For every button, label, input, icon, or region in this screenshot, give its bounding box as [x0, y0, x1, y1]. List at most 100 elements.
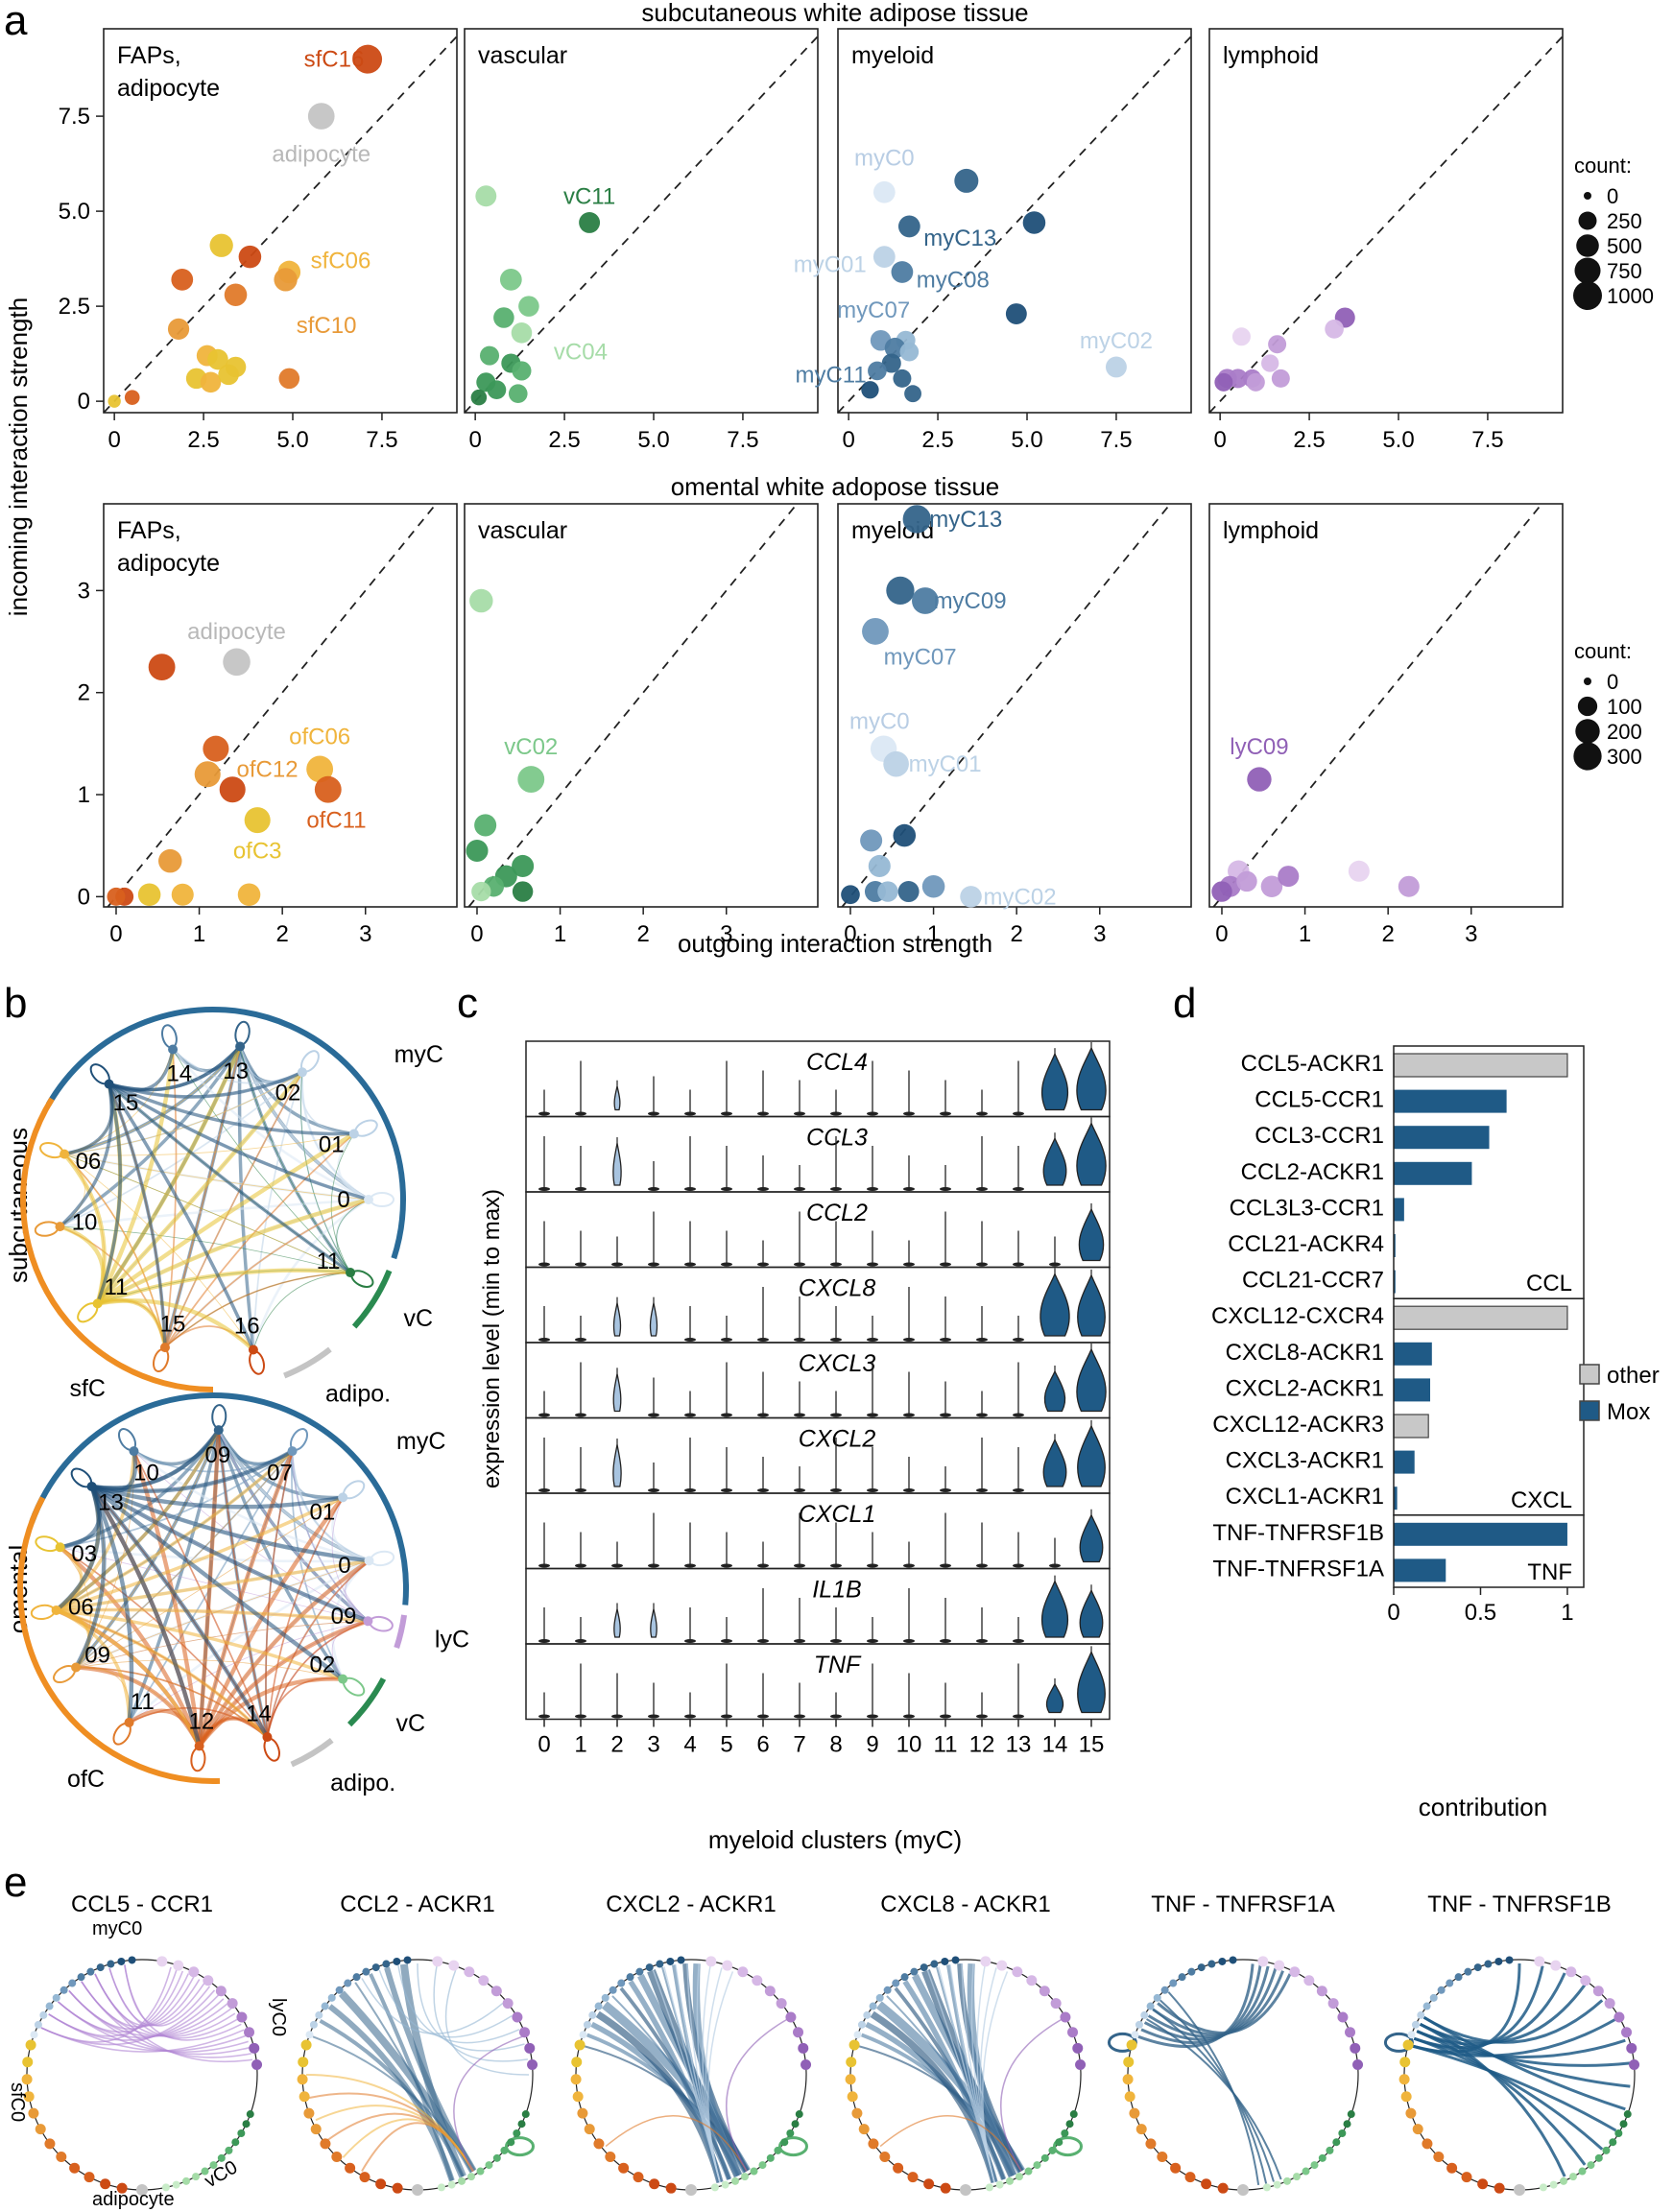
- chord-link: [91, 1449, 294, 1493]
- contribution-bar: [1394, 1378, 1430, 1402]
- ring-node: [1613, 2011, 1625, 2023]
- violin-base: [940, 1488, 951, 1492]
- ring-node: [588, 2010, 597, 2019]
- chord-node: [262, 1732, 273, 1743]
- panel-d: d contribution CCL5-ACKR1 CCL5-CCR1 CCL3-C…: [1173, 980, 1660, 1821]
- data-point: [1236, 870, 1257, 892]
- point-label: lyC09: [1230, 734, 1288, 760]
- ring-node: [203, 1975, 214, 1986]
- ring-node: [940, 2182, 951, 2194]
- ring-node: [136, 2184, 148, 2196]
- violin-shape: [1042, 1136, 1067, 1186]
- interaction-link: [1416, 2030, 1631, 2067]
- x-tick-label: 5.0: [637, 427, 669, 453]
- violin-base: [976, 1338, 988, 1342]
- ring-node: [1326, 2146, 1334, 2154]
- x-tick-label: 7.5: [727, 427, 758, 453]
- cluster-tick-label: 10: [896, 1732, 922, 1758]
- ring-node: [77, 1973, 85, 1982]
- ring-node: [1274, 1960, 1285, 1971]
- ring-node: [209, 2161, 218, 2170]
- ring-node: [863, 2010, 872, 2019]
- chord-node: [338, 1492, 348, 1503]
- ring-node: [1055, 2138, 1064, 2147]
- point-label: myC02: [984, 884, 1057, 910]
- interaction-link: [108, 1967, 239, 2039]
- contribution-bar: [1394, 1234, 1396, 1257]
- violin-base: [903, 1639, 915, 1643]
- data-point: [148, 654, 176, 681]
- ring-node: [869, 2002, 877, 2010]
- gene-label: CXCL8: [799, 1275, 876, 1302]
- ring-node: [1303, 1975, 1315, 1986]
- violin-shape: [1040, 1579, 1069, 1638]
- cluster-arc-label: ofC: [67, 1766, 105, 1793]
- violin-base: [648, 1413, 659, 1417]
- chord-node-label: 11: [317, 1249, 341, 1274]
- violin-base: [867, 1187, 878, 1191]
- violin-base: [1013, 1488, 1024, 1492]
- ring-node: [1283, 2176, 1292, 2185]
- ring-node: [1207, 1960, 1216, 1968]
- chord-link: [129, 1620, 369, 1724]
- ring-node: [100, 2178, 111, 2190]
- ring-node: [722, 1960, 733, 1971]
- bar-label: CXCL3-ACKR1: [1226, 1448, 1384, 1474]
- chord-node-label: 13: [98, 1490, 124, 1516]
- chord-node: [55, 1542, 65, 1553]
- scatter-panel-frame: [1208, 28, 1564, 414]
- ring-node: [930, 1960, 939, 1968]
- violin-base: [684, 1262, 696, 1267]
- violin-base: [538, 1563, 550, 1568]
- bar-label: CXCL8-ACKR1: [1226, 1340, 1384, 1366]
- ring-node: [476, 2167, 485, 2176]
- ring-node: [1157, 2152, 1168, 2163]
- ring-node: [84, 2172, 95, 2183]
- ring-node: [1178, 1973, 1186, 1982]
- legend-swatch-other: [1579, 1364, 1600, 1385]
- violin-base: [538, 1262, 550, 1267]
- data-point: [860, 829, 883, 852]
- ring-node: [512, 2011, 523, 2023]
- chord-link: [96, 1197, 370, 1306]
- cluster-arc: [17, 1496, 221, 1784]
- chord-node: [168, 1044, 179, 1055]
- data-point: [194, 761, 221, 788]
- x-tick-label: 0: [109, 921, 122, 947]
- ring-node: [69, 2162, 81, 2174]
- cluster-arc-label: myC: [396, 1428, 445, 1455]
- cluster-tick-label: 14: [1042, 1732, 1068, 1758]
- violin-base: [1049, 1262, 1061, 1267]
- cluster-arc: [290, 1738, 334, 1768]
- chord-link: [91, 1484, 344, 1510]
- ring-node: [677, 1956, 685, 1964]
- ring-node: [1217, 2182, 1229, 2194]
- x-tick-label: 2.5: [921, 427, 953, 453]
- violin-base: [648, 1714, 659, 1719]
- bar-label: TNF-TNFRSF1A: [1212, 1556, 1384, 1582]
- gene-label: CXCL1: [799, 1501, 876, 1528]
- chord-link: [96, 1131, 355, 1306]
- interaction-link: [1413, 2036, 1604, 2151]
- cluster-arc-label: myC: [394, 1041, 443, 1068]
- data-point: [475, 185, 497, 207]
- point-label: myC01: [909, 751, 982, 777]
- ring-node: [594, 2002, 603, 2010]
- violin-base: [575, 1262, 586, 1267]
- chord-node-label: 11: [104, 1274, 128, 1300]
- x-axis-label-outgoing: outgoing interaction strength: [678, 929, 992, 958]
- bar-group-label: CCL: [1526, 1271, 1572, 1296]
- cluster-arc: [283, 1346, 332, 1379]
- violin-base: [721, 1338, 732, 1342]
- data-point: [897, 881, 920, 903]
- chord-link: [239, 1046, 351, 1273]
- y-tick-label: 1: [78, 782, 90, 808]
- chord-link: [218, 1429, 369, 1622]
- ring-node: [656, 1960, 664, 1968]
- interaction-link: [692, 1962, 742, 2177]
- ring-node: [117, 1957, 126, 1965]
- chord-link: [59, 1045, 242, 1228]
- ring-node: [382, 1960, 391, 1968]
- ring-node: [1464, 1967, 1472, 1976]
- chord-node: [60, 1149, 70, 1159]
